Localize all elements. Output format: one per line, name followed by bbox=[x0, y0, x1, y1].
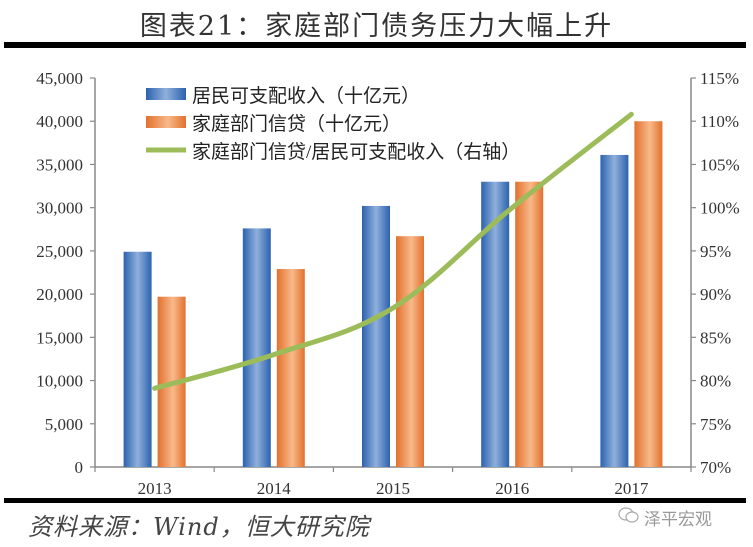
income-bar bbox=[600, 154, 629, 468]
source-note: 资料来源：Wind，恒大研究院 bbox=[28, 513, 370, 541]
ratio-line bbox=[152, 111, 634, 391]
y-right-tick-label: 70% bbox=[700, 458, 731, 477]
y-right-tick-label: 110% bbox=[700, 112, 739, 131]
y-left-tick-label: 10,000 bbox=[36, 372, 83, 391]
x-tick-label: 2017 bbox=[614, 479, 649, 498]
x-tick-label: 2016 bbox=[495, 479, 529, 498]
y-left-tick-label: 5,000 bbox=[45, 415, 83, 434]
y-left-tick-label: 25,000 bbox=[36, 242, 83, 261]
y-left-tick-label: 0 bbox=[75, 458, 84, 477]
legend-label: 家庭部门信贷（十亿元） bbox=[192, 113, 401, 135]
x-tick-label: 2013 bbox=[138, 479, 172, 498]
income-bar bbox=[242, 228, 271, 467]
chart-canvas: 0 5,000 10,000 15,000 20,000 25,000 30,000 35,0… bbox=[36, 69, 739, 498]
y-right-tick-label: 85% bbox=[700, 328, 731, 347]
axes: 0 5,000 10,000 15,000 20,000 25,000 30,000 35,0… bbox=[36, 69, 739, 498]
y-right-tick-label: 115% bbox=[700, 69, 739, 88]
credit-bar bbox=[276, 269, 305, 467]
y-left-tick-label: 40,000 bbox=[36, 112, 83, 131]
legend-swatch-income bbox=[146, 88, 186, 100]
chart-title: 图表21：家庭部门债务压力大幅上升 bbox=[139, 11, 614, 42]
y-left-tick-label: 30,000 bbox=[36, 199, 83, 218]
credit-bar bbox=[515, 181, 544, 467]
income-bar bbox=[123, 251, 152, 467]
y-right-tick-label: 75% bbox=[700, 415, 731, 434]
legend-swatch-credit bbox=[146, 116, 186, 128]
y-left-tick-label: 35,000 bbox=[36, 155, 83, 174]
legend-label: 居民可支配收入（十亿元） bbox=[192, 85, 420, 107]
y-right-tick-label: 90% bbox=[700, 285, 731, 304]
y-right-tick-label: 100% bbox=[700, 199, 740, 218]
credit-bar bbox=[396, 236, 424, 467]
y-right-tick-label: 80% bbox=[700, 372, 731, 391]
x-tick-label: 2015 bbox=[376, 479, 410, 498]
watermark: 泽平宏观 bbox=[618, 505, 712, 530]
credit-bar bbox=[634, 121, 663, 467]
y-left-tick-label: 45,000 bbox=[36, 69, 83, 88]
income-bar bbox=[362, 205, 390, 467]
y-right-tick-label: 95% bbox=[700, 242, 731, 261]
legend-label: 家庭部门信贷/居民可支配收入（右轴） bbox=[192, 141, 520, 163]
y-right-tick-label: 105% bbox=[700, 155, 740, 174]
y-left-tick-label: 20,000 bbox=[36, 285, 83, 304]
x-tick-label: 2014 bbox=[257, 479, 292, 498]
bars bbox=[123, 121, 663, 468]
title-divider bbox=[4, 42, 746, 48]
y-left-tick-label: 15,000 bbox=[36, 328, 83, 347]
wechat-icon bbox=[618, 506, 640, 529]
watermark-text: 泽平宏观 bbox=[644, 510, 712, 530]
legend: 居民可支配收入（十亿元） 家庭部门信贷（十亿元） 家庭部门信贷/居民可支配收入（右轴… bbox=[146, 85, 520, 163]
footer-divider bbox=[4, 498, 746, 503]
